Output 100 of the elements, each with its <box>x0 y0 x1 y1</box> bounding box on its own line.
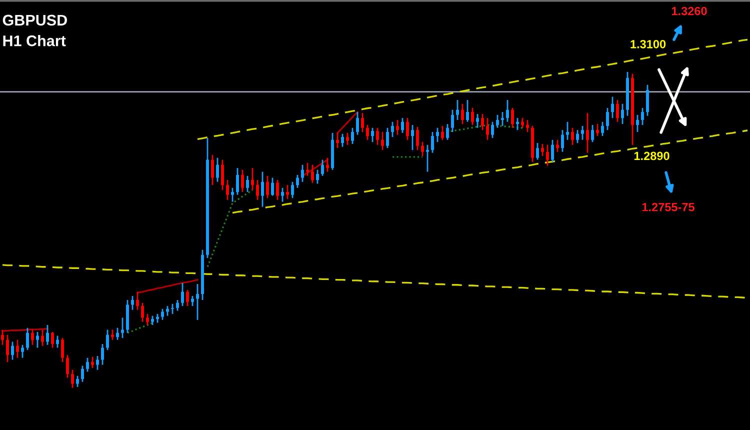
candlestick <box>391 121 394 138</box>
candlestick <box>466 99 469 123</box>
candlestick <box>576 129 579 144</box>
candlestick <box>416 126 419 151</box>
candlestick <box>366 124 369 141</box>
candlestick <box>561 129 564 153</box>
candlestick <box>171 303 174 315</box>
candlestick <box>91 356 94 369</box>
candlestick <box>261 171 264 208</box>
candlestick <box>486 117 489 141</box>
candlestick <box>281 187 284 202</box>
candlestick <box>471 107 474 126</box>
candlestick <box>596 123 599 137</box>
candlestick <box>571 127 574 146</box>
candlestick <box>636 114 639 133</box>
candlestick <box>196 283 199 321</box>
candlestick <box>301 164 304 183</box>
candlestick <box>556 139 559 153</box>
candlestick <box>46 324 49 346</box>
candlestick <box>286 184 289 200</box>
candlestick <box>176 299 179 312</box>
candlestick <box>426 144 429 172</box>
candlestick <box>336 132 339 149</box>
candlestick <box>191 295 194 307</box>
candlestick <box>476 113 479 129</box>
candlestick <box>266 175 269 199</box>
candlestick <box>616 99 619 123</box>
candlestick <box>491 121 494 139</box>
candlestick <box>461 103 464 125</box>
chart-title: GBPUSD <box>2 14 67 26</box>
candlestick <box>376 127 379 146</box>
candlestick <box>251 167 254 190</box>
candlestick <box>381 131 384 151</box>
candlestick <box>641 107 644 126</box>
candlestick <box>306 162 309 177</box>
candlestick <box>586 112 589 154</box>
candlestick <box>36 331 39 348</box>
candlestick <box>406 117 409 141</box>
candlestick <box>591 124 594 143</box>
text: 1.3260 <box>672 6 707 16</box>
candlestick <box>11 341 14 360</box>
annotation: 1.2890 <box>634 152 670 160</box>
candlestick <box>521 117 524 129</box>
candlestick <box>436 127 439 143</box>
candlestick <box>321 159 324 177</box>
candlestick <box>536 142 539 160</box>
candlestick <box>181 282 184 307</box>
candlestick <box>506 99 509 123</box>
candlestick <box>541 143 544 157</box>
candlestick <box>136 291 139 311</box>
candlestick <box>21 344 24 359</box>
candlestick <box>296 174 299 189</box>
candlestick <box>66 354 69 378</box>
candlestick <box>646 84 649 117</box>
candlestick <box>41 329 44 347</box>
candlestick <box>256 179 259 201</box>
candlestick <box>371 127 374 143</box>
candlestick <box>131 295 134 311</box>
candlestick <box>186 289 189 307</box>
candlestick <box>611 96 614 119</box>
candlestick <box>211 154 214 186</box>
candlestick <box>346 132 349 146</box>
candlestick <box>431 131 434 154</box>
candlestick <box>451 109 454 133</box>
candlestick <box>221 159 224 190</box>
candlestick <box>26 327 29 351</box>
candlestick <box>421 141 424 157</box>
candlestick <box>351 127 354 145</box>
candlestick <box>76 375 79 388</box>
candlestick <box>551 139 554 163</box>
candlestick <box>621 103 624 125</box>
candlestick <box>411 124 414 151</box>
candlestick <box>231 187 234 202</box>
candlestick <box>386 127 389 149</box>
candlestick <box>236 167 239 196</box>
candlestick <box>401 117 404 134</box>
candlestick <box>216 157 219 183</box>
candlestick <box>501 111 504 127</box>
candlestick <box>16 339 19 359</box>
candlestick <box>56 335 59 348</box>
candlestick <box>271 177 274 196</box>
candlestick <box>81 365 84 383</box>
candlestick <box>161 308 164 321</box>
candlestick <box>511 107 514 129</box>
candlestick <box>311 164 314 184</box>
candlestick <box>361 112 364 133</box>
candlestick <box>61 337 64 363</box>
candlestick <box>496 114 499 129</box>
candlestick <box>326 157 329 172</box>
candlestick <box>291 181 294 199</box>
candlestick <box>356 111 359 136</box>
candlestick <box>481 113 484 131</box>
candlestick <box>116 327 119 341</box>
candlestick <box>6 334 9 363</box>
candlestick <box>601 121 604 137</box>
candlestick <box>96 355 99 371</box>
candlestick <box>241 169 244 193</box>
candlestick <box>31 329 34 346</box>
candlestick <box>51 331 54 348</box>
candlestick <box>341 133 344 148</box>
